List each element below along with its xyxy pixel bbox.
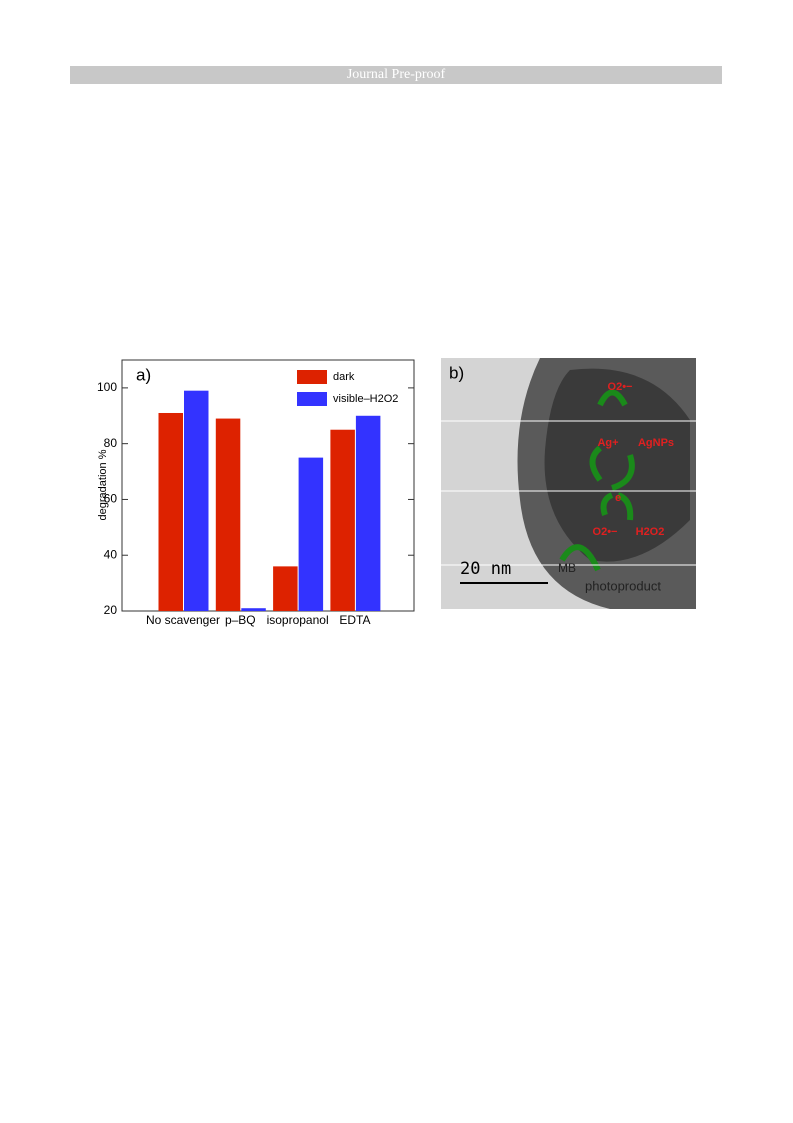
annotation: O2•− xyxy=(608,381,633,393)
annotation: e xyxy=(615,492,621,504)
legend-label: visible–H2O2 xyxy=(333,393,398,405)
y-tick-label: 80 xyxy=(104,436,118,450)
annotation: MB xyxy=(558,561,576,575)
legend-swatch xyxy=(297,370,327,384)
annotation: photoproduct xyxy=(585,578,661,593)
bar xyxy=(184,390,209,611)
legend-label: dark xyxy=(333,371,355,383)
plot-frame xyxy=(121,359,415,612)
panel-label: a) xyxy=(136,365,151,384)
annotation: AgNPs xyxy=(638,437,674,449)
bar xyxy=(330,429,355,611)
tem-image xyxy=(441,358,696,609)
legend-swatch xyxy=(297,392,327,406)
bar xyxy=(215,418,241,611)
annotation: O2•− xyxy=(593,526,618,538)
y-tick-label: 40 xyxy=(104,547,118,561)
y-tick-label: 20 xyxy=(104,603,118,617)
y-axis-label: degradation % xyxy=(97,449,109,520)
x-tick-label: p–BQ xyxy=(225,613,256,627)
x-tick-label: isopropanol xyxy=(267,613,329,627)
bar xyxy=(355,415,381,611)
y-tick-label: 100 xyxy=(97,380,117,394)
bar xyxy=(273,566,298,611)
annotation: Ag+ xyxy=(597,437,618,449)
y-tick-label: 60 xyxy=(104,492,118,506)
bar xyxy=(241,608,266,611)
x-tick-label: No scavenger xyxy=(146,613,220,627)
bar xyxy=(298,457,324,611)
annotation: H2O2 xyxy=(636,526,665,538)
x-tick-label: EDTA xyxy=(339,613,370,627)
bar xyxy=(158,412,183,611)
scale-bar-label: 20 nm xyxy=(460,559,511,579)
panel-label: b) xyxy=(449,363,464,382)
header: Journal Pre-proof xyxy=(70,66,722,84)
